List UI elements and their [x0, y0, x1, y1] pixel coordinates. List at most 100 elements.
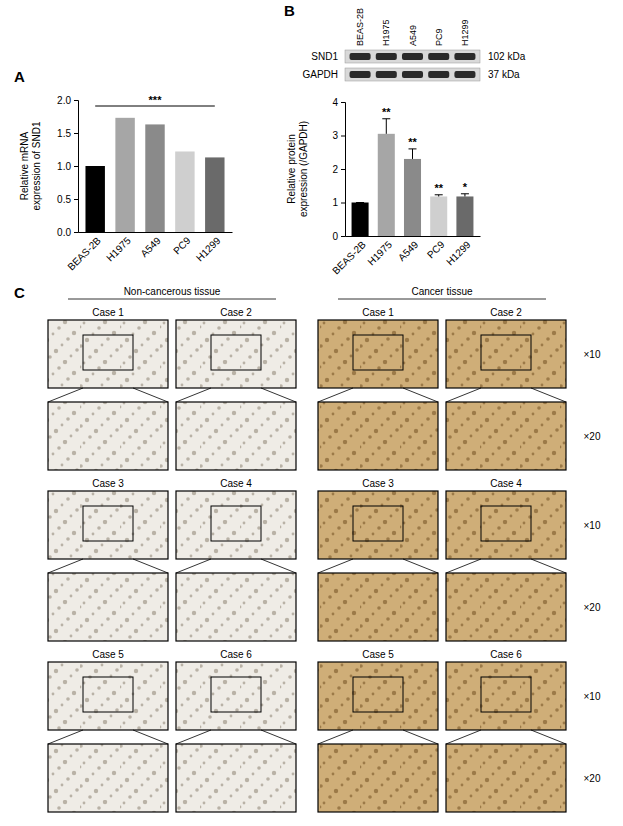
zoom-line [261, 730, 296, 744]
inset-box [353, 677, 403, 712]
tissue-image-low [318, 662, 438, 730]
significance-label: *** [149, 94, 163, 106]
zoom-line [318, 559, 353, 573]
zoom-line [531, 388, 566, 402]
plot-marks [85, 118, 224, 232]
x-tick: A549 [396, 236, 421, 263]
panel-label: C [14, 284, 25, 301]
blot-band [376, 71, 397, 78]
error-bar-stem [386, 119, 387, 134]
y-tick-mark [74, 232, 78, 233]
tissue-image-high [48, 402, 168, 470]
y-tick: 1 [332, 197, 345, 208]
band-size: 37 kDa [488, 69, 520, 80]
lane-label: PC9 [434, 28, 444, 46]
zoom-line [261, 559, 296, 573]
bar [175, 151, 194, 232]
error-bar [409, 149, 417, 159]
error-bar-cap [435, 194, 443, 195]
x-tick: PC9 [171, 232, 193, 256]
western-blot: BEAS-2BH1975A549PC9H1299SND1102 kDaGAPDH… [302, 8, 525, 81]
plot-marks [352, 119, 474, 236]
y-tick: 3 [332, 130, 345, 141]
x-tick-label: H1299 [194, 235, 223, 264]
y-tick-mark [74, 199, 78, 200]
zoom-line [446, 559, 481, 573]
tissue-image-high [48, 744, 168, 812]
y-tick-mark [341, 203, 345, 204]
zoom-line [531, 730, 566, 744]
y-tick-mark [74, 100, 78, 101]
x-tick-label: A549 [396, 239, 421, 264]
case-label: Case 3 [362, 478, 394, 489]
inset-box [83, 335, 133, 370]
x-tick-label: A549 [138, 235, 163, 260]
y-tick-mark [341, 169, 345, 170]
tissue-image-high [48, 573, 168, 641]
inset-box [481, 506, 531, 541]
x-tick-label: PC9 [425, 239, 447, 261]
x-tick-label: H1975 [365, 239, 394, 268]
tissue-image-low [176, 491, 296, 559]
x-tick: H1975 [104, 232, 133, 263]
zoom-line [446, 730, 481, 744]
tissue-image-low [48, 491, 168, 559]
x-tick-label: BEAS-2B [65, 235, 103, 273]
x-tick: PC9 [425, 236, 447, 260]
x-tick: H1299 [194, 232, 223, 263]
y-tick: 1.5 [57, 128, 78, 139]
group-header: Cancer tissue [411, 286, 473, 297]
y-tick-label: 0.5 [57, 194, 71, 205]
blot-band [402, 71, 423, 78]
magnification-label: ×20 [584, 602, 601, 613]
significance-label: ** [434, 182, 443, 194]
error-bar [382, 119, 390, 134]
case-label: Case 6 [220, 649, 252, 660]
zoom-line [531, 559, 566, 573]
blot-band [428, 53, 449, 60]
zoom-line [48, 730, 83, 744]
bar [205, 157, 224, 232]
tissue-image-low [318, 320, 438, 388]
x-tick: A549 [138, 232, 163, 259]
zoom-line [403, 559, 438, 573]
y-tick-label: 2.0 [57, 95, 71, 106]
x-axis: BEAS-2BH1975A549 PC9H1299 [65, 232, 232, 272]
group-underline [68, 299, 276, 300]
tissue-image-low [176, 662, 296, 730]
zoom-line [48, 388, 83, 402]
blot-band [428, 71, 449, 78]
tissue-image-high [446, 744, 566, 812]
case-label: Case 2 [220, 307, 252, 318]
bar [404, 159, 421, 236]
lane-label: BEAS-2B [355, 8, 365, 46]
tissue-image-low [318, 491, 438, 559]
y-tick-mark [341, 136, 345, 137]
tissue-image-high [318, 744, 438, 812]
group-header: Non-cancerous tissue [124, 286, 221, 297]
zoom-line [403, 388, 438, 402]
magnification-label: ×10 [584, 691, 601, 702]
x-axis-line [79, 232, 233, 233]
y-axis: 0.00.51.01.52.0 [57, 95, 78, 238]
y-tick-mark [74, 166, 78, 167]
blot-band [454, 71, 475, 78]
inset-box [211, 677, 261, 712]
x-axis: BEAS-2BH1975A549PC9H1299 [330, 236, 480, 276]
tissue-image-high [176, 402, 296, 470]
error-bar [356, 202, 364, 203]
tissue-image-low [446, 662, 566, 730]
y-axis-title-line: Relative mRNA [19, 132, 30, 201]
y-axis-title-line: Relative protein [286, 134, 297, 203]
blot-strip [345, 50, 480, 63]
zoom-line [176, 388, 211, 402]
y-tick-label: 1 [332, 197, 338, 208]
lane-label: A549 [408, 25, 418, 46]
error-bar-cap [382, 118, 390, 119]
y-axis-line [74, 101, 79, 233]
group-underline [338, 299, 546, 300]
magnification-label: ×10 [584, 520, 601, 531]
tissue-image-high [176, 573, 296, 641]
lane-label: H1975 [381, 19, 391, 46]
zoom-line [318, 730, 353, 744]
